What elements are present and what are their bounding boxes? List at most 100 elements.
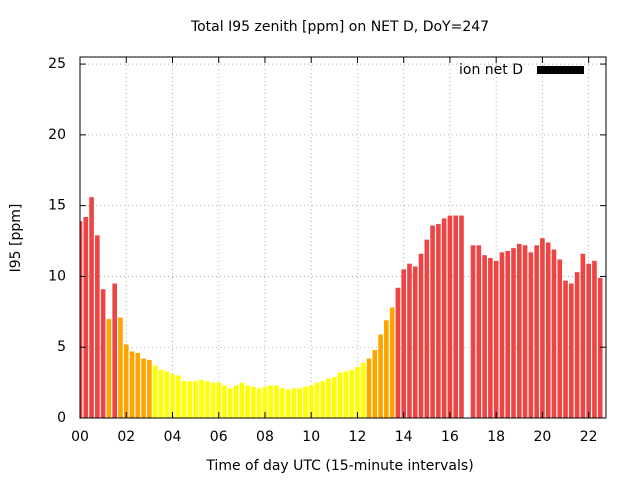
bar (534, 245, 539, 418)
bar (343, 371, 349, 418)
bar (586, 263, 591, 418)
plot-frame (79, 56, 607, 419)
bar (233, 385, 239, 418)
bar (418, 253, 424, 418)
bar (407, 263, 412, 418)
bar (378, 334, 383, 418)
bar (106, 318, 112, 418)
bar (89, 197, 94, 418)
bar (332, 376, 337, 418)
y-tick-label: 25 (48, 56, 66, 72)
bar (592, 260, 597, 418)
bar (147, 359, 152, 418)
bar (112, 283, 117, 418)
y-tick-label: 10 (48, 268, 66, 284)
bar (459, 215, 464, 418)
bar (326, 378, 331, 418)
bar (476, 245, 482, 418)
bar (384, 320, 389, 418)
x-axis-label: Time of day UTC (15-minute intervals) (205, 458, 473, 474)
bar (129, 351, 135, 418)
bar (222, 385, 227, 418)
y-tick-label: 0 (57, 410, 66, 426)
chart-title: Total I95 zenith [ppm] on NET D, DoY=247 (190, 19, 489, 35)
bar (262, 386, 268, 418)
x-tick-label: 00 (71, 429, 89, 445)
bar (123, 344, 129, 418)
x-tick-label: 18 (487, 429, 505, 445)
x-tick-label: 12 (349, 429, 367, 445)
bar (355, 367, 360, 418)
bar (285, 389, 291, 418)
bar (141, 358, 146, 418)
bar (563, 280, 568, 418)
x-tick-label: 04 (164, 429, 182, 445)
bar (488, 258, 493, 418)
bar (308, 385, 314, 418)
y-tick-label: 5 (57, 339, 66, 355)
bar (279, 388, 285, 418)
x-tick-label: 10 (302, 429, 320, 445)
bar (441, 218, 447, 418)
bar (337, 372, 343, 418)
bar (245, 385, 250, 418)
bar (291, 388, 297, 418)
bar (551, 249, 557, 418)
bar (320, 381, 326, 418)
x-tick-label: 02 (117, 429, 135, 445)
y-tick-label: 15 (48, 198, 66, 214)
bar (360, 362, 366, 418)
bar (268, 385, 274, 418)
bar (505, 250, 511, 418)
bar (100, 289, 106, 418)
bar (251, 386, 256, 418)
bar (545, 242, 551, 418)
bar (170, 374, 175, 418)
bar (314, 382, 320, 418)
bar (569, 283, 574, 418)
bar (239, 382, 245, 418)
bar (181, 381, 187, 418)
bar (447, 215, 453, 418)
bar (256, 388, 262, 418)
bar (303, 386, 308, 418)
bar (349, 369, 354, 418)
axes: 0 5 10 15 20 25 00 02 04 06 08 10 12 14 16 18 20 22 ion ne… (48, 56, 607, 445)
bar (528, 252, 534, 418)
bar (118, 317, 123, 418)
y-tick-label: 20 (48, 127, 66, 143)
bar (557, 259, 563, 418)
bar (424, 239, 430, 418)
bar (210, 382, 216, 418)
bar (80, 221, 83, 418)
y-axis-label: I95 [ppm] (8, 204, 24, 273)
x-tick-label: 08 (256, 429, 274, 445)
x-tick-label: 16 (441, 429, 459, 445)
bar (297, 388, 302, 418)
bars (80, 197, 603, 418)
bar (453, 215, 459, 418)
bar (199, 379, 204, 418)
bar (83, 216, 89, 418)
bar (193, 381, 198, 418)
bar (412, 266, 418, 418)
x-tick-label: 20 (534, 429, 552, 445)
bar (493, 260, 499, 418)
bar (158, 369, 164, 418)
x-tick-label: 06 (210, 429, 228, 445)
bar (511, 248, 516, 418)
bar (499, 252, 505, 418)
x-tick-label: 22 (580, 429, 598, 445)
bar (482, 255, 487, 418)
bar (366, 358, 372, 418)
bar (216, 382, 222, 418)
bar (175, 375, 181, 418)
bar (522, 245, 528, 418)
bar (574, 272, 580, 418)
bar (227, 388, 233, 418)
bar (436, 224, 441, 418)
x-tick-label: 14 (395, 429, 413, 445)
legend-swatch (537, 66, 584, 74)
bar (135, 352, 141, 418)
